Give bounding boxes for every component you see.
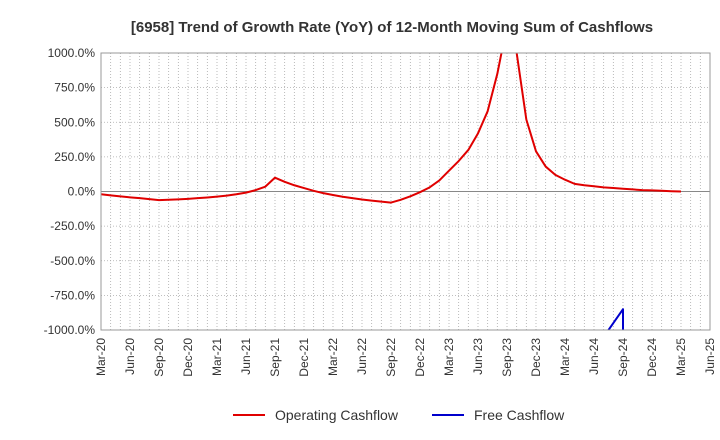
x-tick-label: Jun-21	[239, 338, 253, 375]
x-tick-label: Sep-20	[152, 338, 166, 377]
y-tick-label: -250.0%	[50, 219, 95, 233]
legend-label-free: Free Cashflow	[474, 407, 565, 423]
y-tick-label: 1000.0%	[48, 46, 96, 60]
x-tick-label: Mar-23	[442, 338, 456, 376]
x-tick-label: Sep-24	[616, 338, 630, 377]
legend-label-operating: Operating Cashflow	[275, 407, 399, 423]
x-tick-label: Sep-21	[268, 338, 282, 377]
x-tick-label: Jun-23	[471, 338, 485, 375]
y-tick-label: 250.0%	[54, 150, 95, 164]
x-tick-label: Dec-22	[413, 338, 427, 377]
series-line-operating-cashflow	[101, 53, 682, 204]
x-tick-label: Mar-24	[558, 338, 572, 376]
x-tick-label: Mar-22	[326, 338, 340, 376]
x-tick-label: Dec-20	[181, 338, 195, 377]
y-tick-label: -750.0%	[50, 288, 95, 302]
x-tick-label: Dec-21	[297, 338, 311, 377]
x-tick-label: Sep-22	[384, 338, 398, 377]
x-tick-label: Sep-23	[500, 338, 514, 377]
x-tick-label: Jun-22	[355, 338, 369, 375]
x-tick-label: Mar-25	[674, 338, 688, 376]
x-axis: Mar-20 Jun-20 Sep-20 Dec-20 Mar-21 Jun-21 Sep-…	[94, 338, 717, 377]
x-tick-label: Mar-21	[210, 338, 224, 376]
y-axis: 1000.0% 750.0% 500.0% 250.0% 0.0% -250.0% -500…	[44, 46, 96, 337]
chart-title: [6958] Trend of Growth Rate (YoY) of 12-…	[131, 19, 653, 36]
x-tick-label: Jun-25	[703, 338, 717, 375]
y-tick-label: 500.0%	[54, 115, 95, 129]
y-tick-label: -500.0%	[50, 254, 95, 268]
legend: Operating Cashflow Free Cashflow	[233, 407, 565, 423]
x-tick-label: Mar-20	[94, 338, 108, 376]
y-tick-label: -1000.0%	[44, 323, 96, 337]
grid	[100, 52, 711, 331]
y-tick-label: 0.0%	[68, 185, 96, 199]
y-tick-label: 750.0%	[54, 81, 95, 95]
x-tick-label: Jun-20	[123, 338, 137, 375]
series-layer	[101, 53, 682, 330]
x-tick-label: Jun-24	[587, 338, 601, 375]
plot-frame	[100, 52, 711, 331]
x-tick-label: Dec-23	[529, 338, 543, 377]
series-line-free-cashflow	[607, 308, 624, 330]
x-tick-label: Dec-24	[645, 338, 659, 377]
